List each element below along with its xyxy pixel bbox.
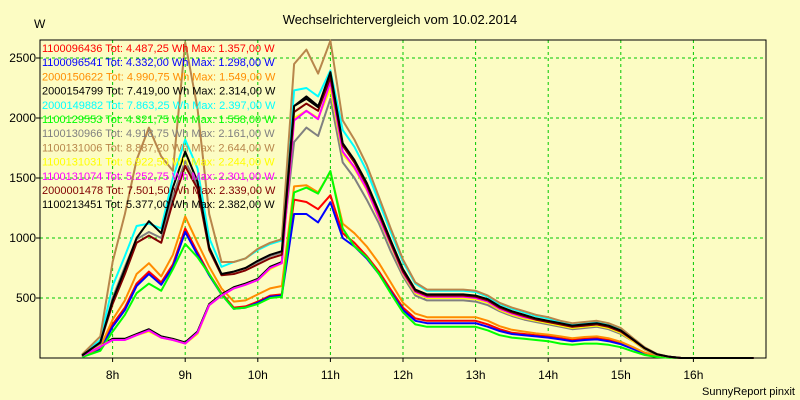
legend-entry-1100131006: 1100131006 Tot: 8.887,20 Wh Max: 2.644,0… [42,142,275,154]
y-tick-label: 1000 [9,231,36,245]
legend-entry-1100131074: 1100131074 Tot: 5.252,75 Wh Max: 2.301,0… [42,171,275,183]
y-tick-label: 1500 [9,171,36,185]
series-line-1100213451 [81,71,754,359]
series-line-1100129553 [81,170,754,359]
y-axis-ticks: 500 1000 1500 2000 2500 [9,51,40,305]
legend-entry-2000150622: 2000150622 Tot: 4.990,75 Wh Max: 1.549,0… [42,71,276,83]
footer-credit: SunnyReport pinxit [702,386,795,398]
legend-entry-1100096541: 1100096541 Tot: 4.332,00 Wh Max: 1.298,0… [42,57,275,69]
legend-entry-1100213451: 1100213451 Tot: 5.377,00 Wh Max: 2.382,0… [42,199,275,211]
y-tick-label: 2000 [9,111,36,125]
x-tick-label: 11h [321,368,340,382]
x-tick-label: 8h [106,368,119,382]
legend-entry-2000154799: 2000154799 Tot: 7.419,00 Wh Max: 2.314,0… [42,86,276,98]
y-tick-label: 2500 [9,51,36,65]
legend-entry-1100130966: 1100130966 Tot: 4.918,75 Wh Max: 2.161,0… [42,128,275,140]
legend: 1100096436 Tot: 4.487,25 Wh Max: 1.357,0… [42,43,276,211]
chart-title: Wechselrichtervergleich vom 10.02.2014 [283,12,518,27]
legend-entry-1100096436: 1100096436 Tot: 4.487,25 Wh Max: 1.357,0… [42,43,275,55]
legend-entry-1100129553: 1100129553 Tot: 4.321,75 Wh Max: 1.558,0… [42,114,275,126]
y-tick-label: 500 [16,291,36,305]
x-tick-label: 16h [683,368,703,382]
series-line-1100096541 [81,201,754,359]
x-tick-label: 9h [179,368,192,382]
series-lines [81,39,754,359]
legend-entry-2000001478: 2000001478 Tot: 7.501,50 Wh Max: 2.339,0… [42,185,276,197]
y-axis-label: W [34,17,46,31]
x-tick-label: 12h [393,368,413,382]
x-tick-label: 14h [538,368,558,382]
x-axis-ticks: 8h 9h 10h 11h 12h 13h 14h 15h 16h [106,358,703,382]
series-line-2000150622 [81,171,754,359]
legend-entry-1100131031: 1100131031 Tot: 6.922,50 Wh Max: 2.244,0… [42,157,275,169]
x-tick-label: 13h [466,368,486,382]
x-tick-label: 10h [248,368,268,382]
legend-entry-2000149882: 2000149882 Tot: 7.863,25 Wh Max: 2.397,0… [42,100,276,112]
series-line-1100096436 [81,194,754,359]
x-tick-label: 15h [611,368,631,382]
